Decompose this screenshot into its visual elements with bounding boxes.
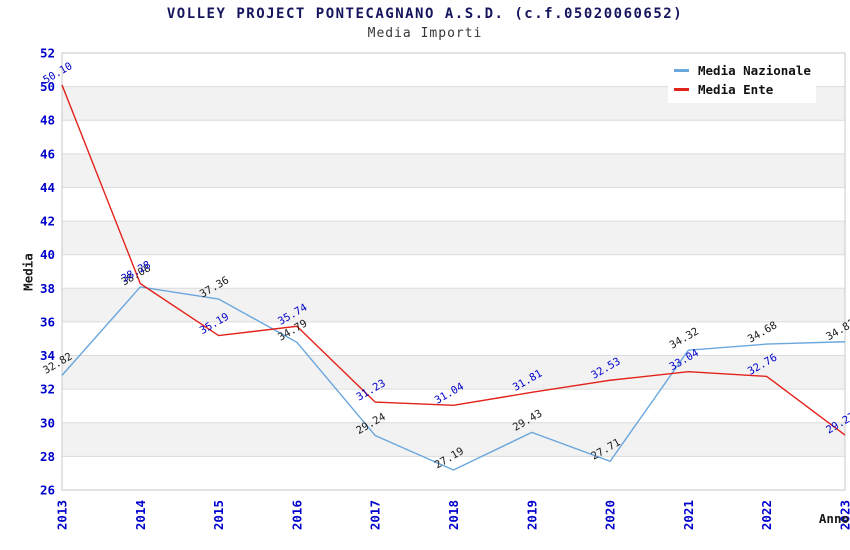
y-tick-label: 34 (40, 348, 55, 363)
series-line-media-ente (61, 84, 846, 436)
x-tick-label: 2013 (55, 500, 70, 530)
plot-band (62, 355, 845, 390)
plot-border (61, 52, 846, 491)
y-tick-label: 44 (40, 180, 55, 195)
legend-marker-media-ente-icon (674, 88, 689, 91)
chart-subtitle: Media Importi (367, 26, 483, 41)
legend-marker-media-nazionale-icon (674, 69, 689, 72)
x-tick-label: 2014 (133, 500, 148, 530)
y-tick-label: 30 (40, 415, 55, 430)
x-tick-label: 2017 (368, 500, 383, 530)
x-tick-label: 2016 (289, 500, 304, 530)
plot-band (62, 288, 845, 322)
legend-label-media-ente: Media Ente (698, 82, 774, 97)
y-tick-label: 52 (40, 46, 55, 61)
plot-band (62, 422, 845, 457)
x-tick-label: 2018 (446, 500, 461, 530)
y-tick-label: 48 (40, 113, 55, 128)
y-tick-label: 50 (40, 79, 55, 94)
legend-item-media-nazionale: Media Nazionale (674, 61, 811, 80)
legend: Media Nazionale Media Ente (668, 57, 816, 103)
data-point-label-media-nazionale: 34.68 (746, 319, 779, 345)
y-tick-label: 38 (40, 281, 55, 296)
y-axis-title: Media (20, 253, 36, 291)
legend-item-media-ente: Media Ente (674, 80, 810, 99)
x-tick-label: 2021 (681, 500, 696, 530)
legend-label-media-nazionale: Media Nazionale (698, 63, 811, 78)
x-axis-title: Anno (818, 511, 849, 526)
y-tick-label: 32 (40, 382, 55, 397)
y-tick-label: 40 (40, 247, 55, 262)
y-tick-label: 46 (40, 146, 55, 161)
series-line-media-nazionale (61, 286, 846, 471)
x-tick-label: 2019 (524, 500, 539, 530)
data-point-label-media-ente: 50.10 (41, 60, 74, 86)
x-tick-label: 2020 (603, 500, 618, 530)
plot-band (62, 221, 845, 255)
x-tick-label: 2022 (759, 500, 774, 530)
y-tick-label: 28 (40, 449, 55, 464)
x-tick-label: 2015 (211, 500, 226, 530)
y-tick-label: 42 (40, 214, 55, 229)
chart-title: VOLLEY PROJECT PONTECAGNANO A.S.D. (c.f.… (166, 6, 684, 22)
x-tick-label: 2023 (838, 500, 850, 530)
data-point-label-media-nazionale: 34.32 (668, 325, 701, 351)
y-tick-label: 36 (40, 314, 55, 329)
y-tick-label: 26 (40, 483, 55, 498)
plot-band (62, 153, 845, 188)
